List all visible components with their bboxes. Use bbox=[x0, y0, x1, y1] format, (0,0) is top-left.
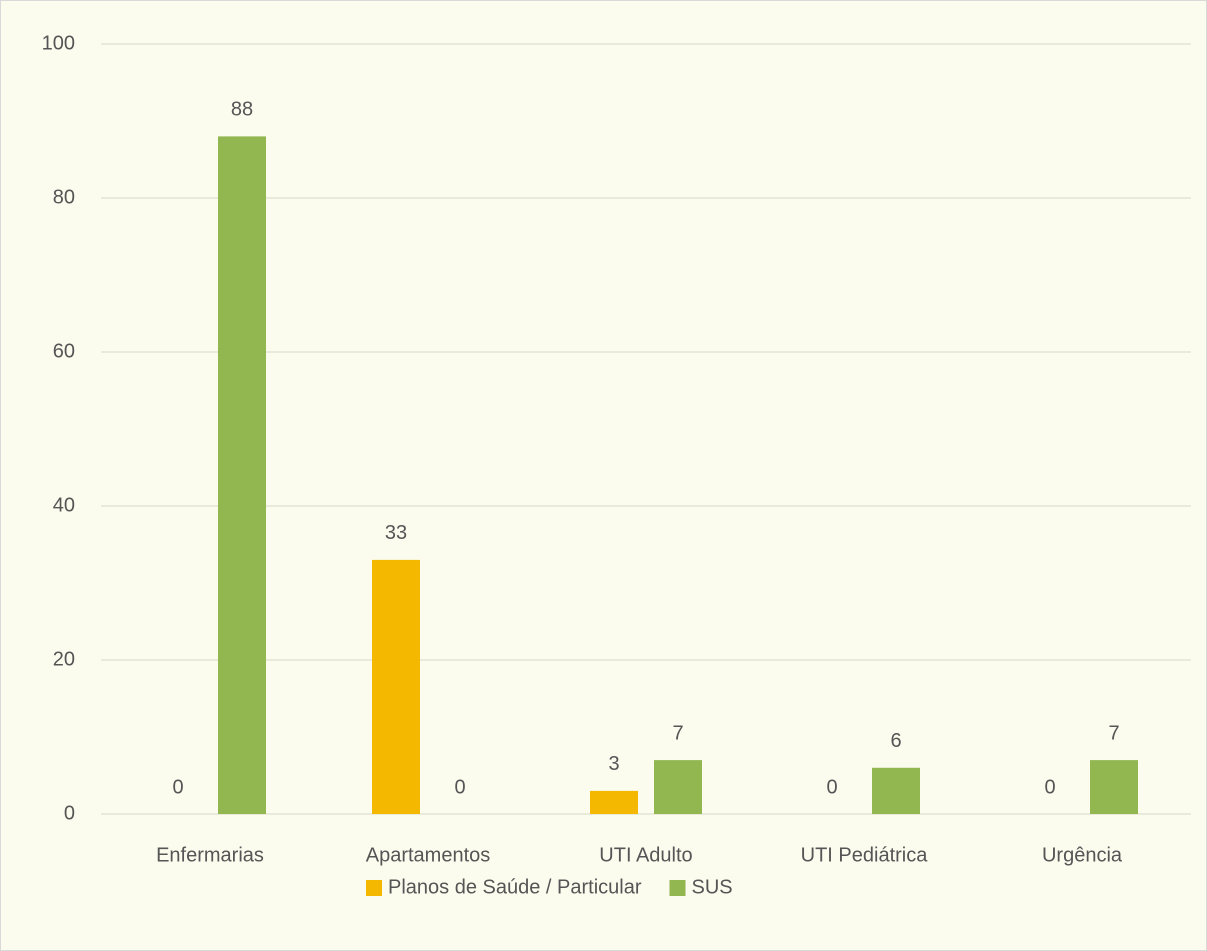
x-tick-label: UTI Adulto bbox=[599, 844, 692, 866]
bar bbox=[372, 559, 420, 814]
y-tick-label: 0 bbox=[64, 802, 75, 824]
data-label: 33 bbox=[385, 522, 407, 544]
legend-swatch bbox=[366, 880, 382, 896]
x-tick-label: Apartamentos bbox=[366, 844, 491, 866]
data-label: 7 bbox=[672, 722, 683, 744]
y-tick-label: 20 bbox=[53, 648, 75, 670]
x-tick-label: Urgência bbox=[1042, 844, 1123, 866]
bar bbox=[872, 767, 920, 814]
data-label: 0 bbox=[454, 776, 465, 798]
y-tick-label: 60 bbox=[53, 340, 75, 362]
data-label: 3 bbox=[608, 753, 619, 775]
bar bbox=[590, 790, 638, 814]
y-tick-label: 40 bbox=[53, 494, 75, 516]
legend-label: SUS bbox=[692, 876, 733, 898]
data-label: 0 bbox=[1044, 776, 1055, 798]
y-tick-label: 80 bbox=[53, 186, 75, 208]
data-label: 6 bbox=[890, 730, 901, 752]
x-tick-label: Enfermarias bbox=[156, 844, 264, 866]
legend-swatch bbox=[669, 880, 686, 896]
bar bbox=[1090, 760, 1138, 814]
legend-label: Planos de Saúde / Particular bbox=[388, 876, 642, 898]
data-label: 0 bbox=[172, 776, 183, 798]
x-tick-label: UTI Pediátrica bbox=[801, 844, 929, 866]
bar bbox=[654, 760, 702, 814]
y-tick-label: 100 bbox=[42, 32, 75, 54]
data-label: 88 bbox=[231, 99, 253, 121]
data-label: 0 bbox=[826, 776, 837, 798]
bar bbox=[218, 136, 266, 814]
data-label: 7 bbox=[1108, 722, 1119, 744]
